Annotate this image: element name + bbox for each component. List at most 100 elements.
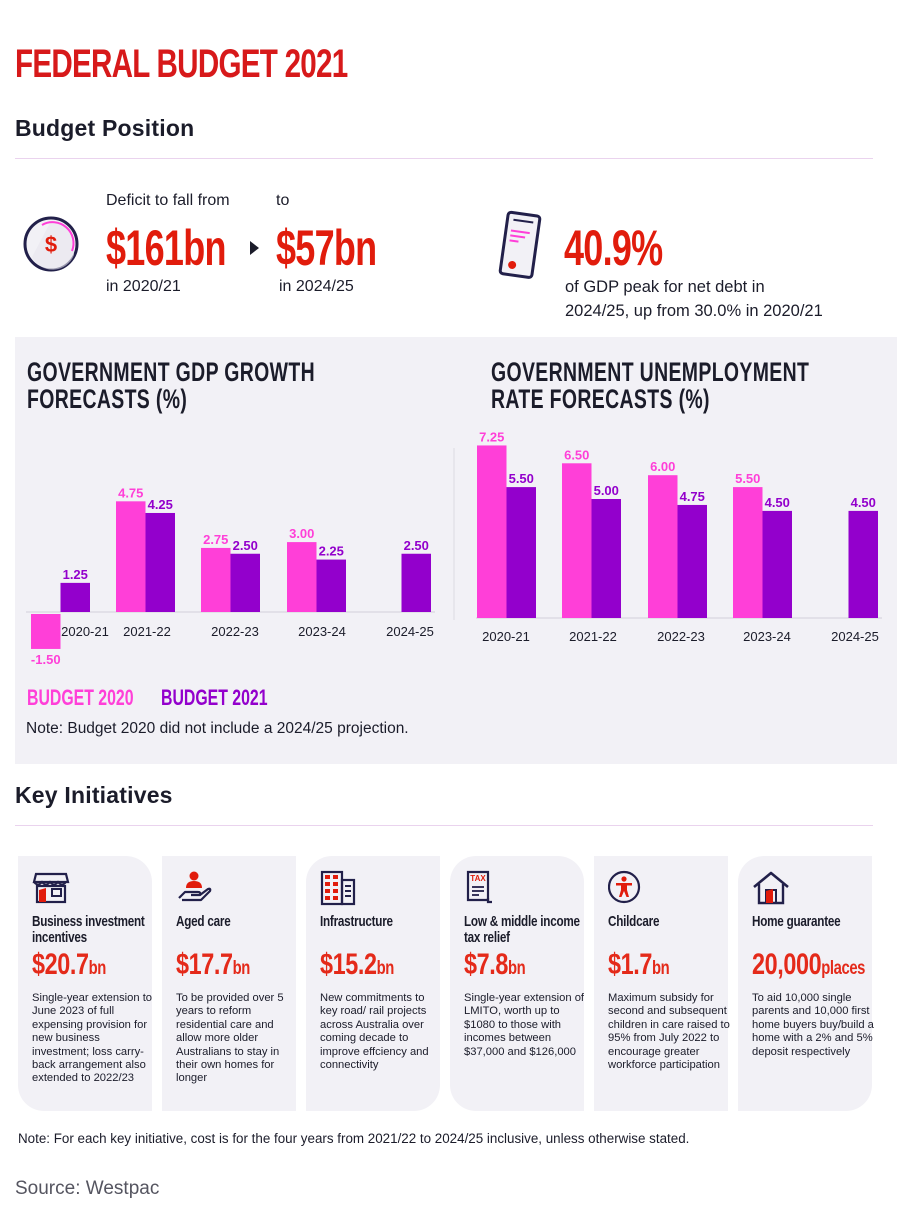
data-label: 5.50 [735, 471, 760, 486]
deficit-from-year: in 2020/21 [106, 278, 181, 295]
x-tick-label: 2021-22 [569, 629, 617, 644]
bar-budget-2020 [116, 501, 146, 612]
initiative-title: Business investment incentives [32, 913, 145, 946]
legend-budget-2020: BUDGET 2020 [27, 685, 134, 710]
page-title: FEDERAL BUDGET 2021 [15, 42, 348, 86]
initiative-card-business: Business investment incentives $20.7bn S… [18, 856, 152, 1111]
initiative-value: $7.8bn [464, 948, 558, 986]
initiative-value: 20,000places [752, 948, 865, 986]
deficit-from-value: $161bn [106, 220, 226, 276]
building-icon [320, 870, 358, 906]
initiative-desc: Single-year extension to June 2023 of fu… [32, 992, 153, 1085]
x-tick-label: 2021-22 [123, 624, 171, 639]
initiative-amount: $20.7 [32, 948, 89, 981]
bar-budget-2021 [677, 504, 707, 618]
initiative-title: Aged care [176, 913, 231, 930]
bar-budget-2021 [316, 559, 346, 612]
gdp-growth-chart: -1.50 1.25 2020-21 4.75 4.25 2021-22 2.75 2.50 2… [26, 448, 455, 667]
initiative-title: Home guarantee [752, 913, 841, 930]
net-debt-desc-line1: of GDP peak for net debt in [565, 278, 765, 296]
bar-budget-2020 [733, 487, 763, 618]
storefront-icon [32, 870, 70, 906]
svg-text:$: $ [45, 232, 57, 257]
bar-budget-2020 [648, 475, 678, 618]
data-label: 6.50 [564, 447, 589, 462]
footer-note: Note: For each key initiative, cost is f… [18, 1131, 690, 1146]
initiative-desc: To be provided over 5 years to reform re… [176, 992, 284, 1085]
bar-budget-2021 [848, 510, 878, 618]
tax-document-icon: TAX [464, 870, 502, 906]
initiative-amount: $17.7 [176, 948, 233, 981]
legend-budget-2021: BUDGET 2021 [161, 685, 268, 710]
bar-budget-2020 [31, 614, 61, 649]
initiative-card-infrastructure: Infrastructure $15.2bn New commitments t… [306, 856, 440, 1111]
bar-budget-2020 [201, 547, 231, 612]
net-debt-value: 40.9% [564, 220, 663, 276]
bar-budget-2020 [562, 463, 592, 618]
initiative-desc: Single-year extension of LMITO, worth up… [464, 992, 585, 1058]
initiative-value: $15.2bn [320, 948, 414, 986]
data-label: 4.25 [148, 497, 173, 512]
house-icon [752, 870, 790, 906]
x-tick-label: 2024-25 [386, 624, 434, 639]
data-label: 1.25 [63, 567, 88, 582]
net-debt-desc-line2: 2024/25, up from 30.0% in 2020/21 [565, 302, 823, 320]
deficit-to-label: to [276, 192, 290, 209]
initiative-value: $20.7bn [32, 948, 126, 986]
initiative-amount: $7.8 [464, 948, 508, 981]
bar-budget-2021 [60, 582, 90, 612]
deficit-from-label: Deficit to fall from [106, 192, 230, 209]
hand-person-icon [176, 870, 214, 906]
x-tick-label: 2022-23 [211, 624, 259, 639]
dollar-coin-icon: $ [22, 215, 80, 273]
chart-note: Note: Budget 2020 did not include a 2024… [26, 720, 409, 737]
data-label: 3.00 [289, 526, 314, 541]
deficit-to-year: in 2024/25 [279, 278, 354, 295]
data-label: 4.50 [851, 495, 876, 510]
bar-budget-2021 [145, 512, 175, 612]
bar-budget-2021 [401, 553, 431, 612]
gdp-chart-title-line2: FORECASTS (%) [27, 384, 188, 414]
initiative-unit: bn [88, 958, 107, 979]
gdp-chart-title-line1: GOVERNMENT GDP GROWTH [27, 357, 316, 387]
unemployment-chart: 7.25 5.50 2020-21 6.50 5.00 2021-22 6.00 4.75 20… [476, 429, 882, 644]
initiative-amount: $1.7 [608, 948, 652, 981]
initiative-card-childcare: Childcare $1.7bn Maximum subsidy for sec… [594, 856, 730, 1111]
initiative-value: $17.7bn [176, 948, 270, 986]
bar-budget-2020 [287, 542, 317, 612]
source-label: Source: Westpac [15, 1178, 160, 1199]
initiative-unit: bn [507, 958, 526, 979]
initiative-unit: places [821, 958, 866, 979]
divider [15, 825, 873, 826]
data-label: 4.50 [765, 495, 790, 510]
data-label: 2.25 [319, 544, 344, 559]
initiative-card-tax-relief: TAX Low & middle income tax relief $7.8b… [450, 856, 584, 1111]
document-phone-icon [496, 210, 546, 280]
initiative-card-aged-care: Aged care $17.7bn To be provided over 5 … [162, 856, 296, 1111]
unemployment-chart-title-line2: RATE FORECASTS (%) [491, 384, 710, 414]
unemployment-chart-title-line1: GOVERNMENT UNEMPLOYMENT [491, 357, 810, 387]
data-label: 2.50 [404, 538, 429, 553]
data-label: -1.50 [31, 652, 61, 667]
data-label: 4.75 [680, 489, 705, 504]
bar-budget-2021 [230, 553, 260, 612]
data-label: 2.75 [203, 532, 228, 547]
svg-text:TAX: TAX [470, 874, 486, 883]
initiative-value: $1.7bn [608, 948, 702, 986]
child-circle-icon [607, 870, 646, 906]
x-tick-label: 2022-23 [657, 629, 705, 644]
bar-budget-2021 [506, 487, 536, 618]
budget-position-heading: Budget Position [15, 115, 195, 141]
data-label: 5.00 [594, 483, 619, 498]
initiative-desc: To aid 10,000 single parents and 10,000 … [752, 992, 874, 1058]
x-tick-label: 2020-21 [482, 629, 530, 644]
initiative-desc: Maximum subsidy for second and subsequen… [608, 992, 730, 1072]
data-label: 5.50 [509, 471, 534, 486]
initiative-amount: 20,000 [752, 948, 822, 981]
data-label: 2.50 [233, 538, 258, 553]
initiative-unit: bn [651, 958, 670, 979]
deficit-to-value: $57bn [276, 220, 377, 276]
x-tick-label: 2024-25 [831, 629, 879, 644]
divider [15, 158, 873, 159]
initiative-card-home-guarantee: Home guarantee 20,000places To aid 10,00… [738, 856, 874, 1111]
